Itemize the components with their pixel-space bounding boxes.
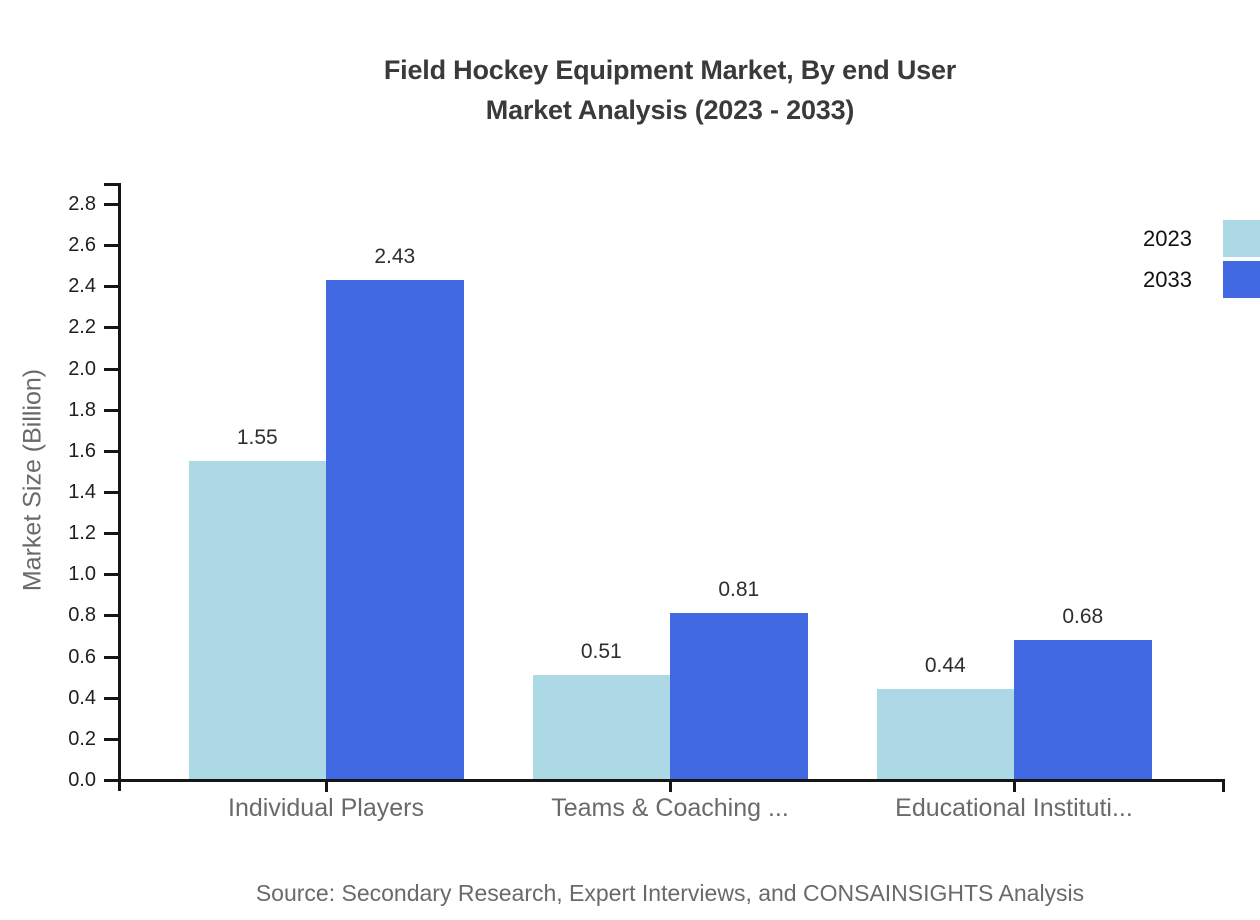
x-tick (669, 781, 672, 792)
value-label: 0.44 (924, 654, 966, 678)
y-tick (104, 491, 118, 495)
y-tick-label: 2.8 (68, 193, 96, 216)
value-label: 2.43 (374, 245, 416, 269)
x-axis-right-cap (1222, 779, 1225, 792)
y-tick (104, 696, 118, 700)
y-tick (104, 779, 118, 782)
y-tick (104, 285, 118, 289)
y-tick (104, 203, 118, 207)
y-tick (104, 573, 118, 577)
bar-2023-1 (532, 675, 670, 780)
y-tick (104, 655, 118, 659)
chart-title: Field Hockey Equipment Market, By end Us… (40, 50, 1260, 130)
legend-label-2023: 2023 (1143, 226, 1192, 251)
y-tick-label: 1.4 (68, 481, 96, 504)
y-tick-label: 0.2 (68, 727, 96, 750)
bar-2033-0 (326, 280, 464, 780)
y-tick-label: 2.4 (68, 275, 96, 298)
chart-title-line2: Market Analysis (2023 - 2033) (485, 95, 855, 125)
y-tick-label: 1.8 (68, 398, 96, 421)
bar-2033-2 (1014, 640, 1152, 780)
bar-2023-2 (876, 689, 1014, 780)
y-tick-label: 0.4 (68, 686, 96, 709)
y-axis-line (118, 183, 121, 791)
y-tick (104, 244, 118, 248)
x-tick (325, 781, 328, 792)
value-label: 0.68 (1062, 605, 1104, 629)
y-tick-label: 0.8 (68, 604, 96, 627)
y-tick (104, 367, 118, 371)
y-tick-label: 2.6 (68, 234, 96, 257)
legend-label-2033: 2033 (1143, 267, 1192, 292)
y-tick-label: 1.0 (68, 563, 96, 586)
y-axis-top-cap (104, 183, 121, 186)
y-tick-label: 0.6 (68, 645, 96, 668)
y-tick (104, 408, 118, 412)
x-axis-category-label: Educational Instituti... (895, 794, 1133, 822)
y-tick (104, 326, 118, 330)
bar-2033-1 (670, 613, 808, 780)
value-label: 1.55 (236, 426, 278, 450)
x-axis-line (118, 779, 1225, 782)
y-tick (104, 449, 118, 453)
bar-2023-0 (188, 461, 326, 780)
y-tick-label: 1.6 (68, 439, 96, 462)
chart-title-line1: Field Hockey Equipment Market, By end Us… (383, 55, 957, 85)
y-tick (104, 737, 118, 741)
legend-swatch-2033 (1223, 261, 1260, 298)
x-axis-category-label: Teams & Coaching ... (551, 794, 789, 822)
value-label: 0.51 (580, 640, 622, 664)
y-tick (104, 532, 118, 536)
x-tick (1013, 781, 1016, 792)
y-tick-label: 2.0 (68, 357, 96, 380)
y-tick (104, 614, 118, 618)
y-tick-label: 1.2 (68, 522, 96, 545)
legend-swatch-2023 (1223, 220, 1260, 257)
y-tick-label: 0.0 (68, 769, 96, 791)
x-axis-category-label: Individual Players (228, 794, 424, 822)
source-note: Source: Secondary Research, Expert Inter… (255, 880, 1085, 906)
value-label: 0.81 (718, 578, 760, 602)
y-tick-label: 2.2 (68, 316, 96, 339)
